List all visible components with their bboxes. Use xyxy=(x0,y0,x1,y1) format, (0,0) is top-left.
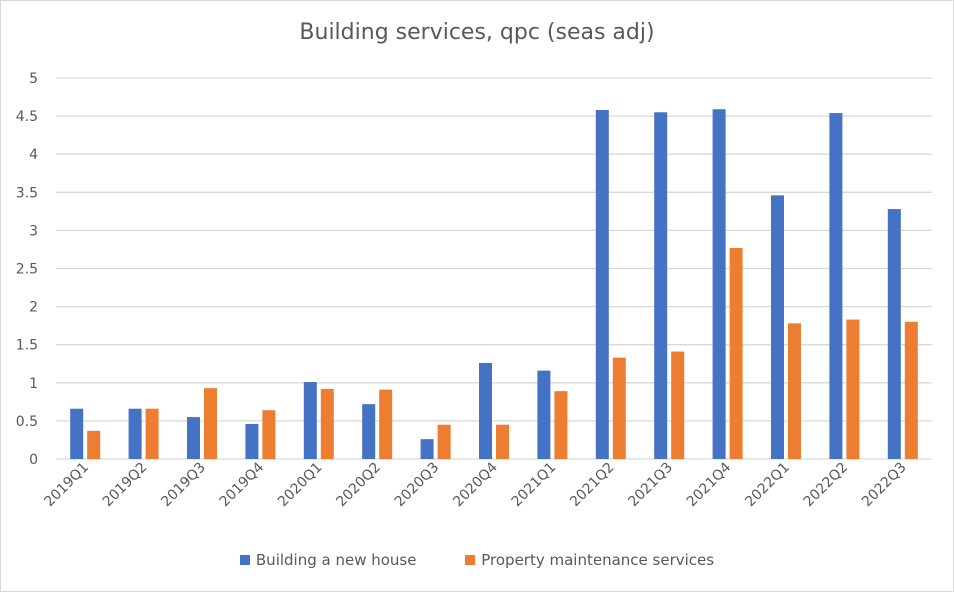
legend-label: Building a new house xyxy=(255,551,417,569)
bar-property-maintenance-2019Q2[interactable] xyxy=(145,408,159,459)
x-tick-label: 2019Q1 xyxy=(41,460,92,511)
x-tick-label: 2019Q2 xyxy=(100,460,151,511)
x-tick-label: 2020Q2 xyxy=(333,460,384,511)
bar-building-new-house-2020Q1[interactable] xyxy=(303,382,317,459)
bar-property-maintenance-2021Q2[interactable] xyxy=(612,357,626,459)
y-tick-label: 2.5 xyxy=(16,262,38,278)
bar-building-new-house-2021Q4[interactable] xyxy=(712,109,726,459)
y-tick-label: 3 xyxy=(29,223,38,239)
bar-property-maintenance-2021Q1[interactable] xyxy=(554,391,568,459)
x-tick-label: 2020Q4 xyxy=(450,459,501,510)
bar-property-maintenance-2019Q1[interactable] xyxy=(87,430,101,459)
bar-building-new-house-2019Q3[interactable] xyxy=(187,417,200,459)
bar-property-maintenance-2020Q3[interactable] xyxy=(437,424,451,459)
x-tick-label: 2019Q4 xyxy=(217,459,268,510)
bar-building-new-house-2021Q3[interactable] xyxy=(654,112,668,459)
x-tick-label: 2020Q3 xyxy=(392,460,443,511)
y-tick-label: 5 xyxy=(29,71,38,87)
bar-property-maintenance-2022Q1[interactable] xyxy=(788,323,801,459)
y-tick-label: 0.5 xyxy=(16,414,38,430)
bar-property-maintenance-2022Q3[interactable] xyxy=(904,321,918,459)
x-tick-label: 2022Q3 xyxy=(859,460,910,511)
y-tick-label: 3.5 xyxy=(16,185,38,201)
legend-item-building-new-house[interactable]: Building a new house xyxy=(239,551,417,569)
bar-building-new-house-2020Q2[interactable] xyxy=(362,404,376,459)
bar-property-maintenance-2021Q4[interactable] xyxy=(729,247,743,459)
bar-property-maintenance-2021Q3[interactable] xyxy=(671,351,685,459)
x-tick-label: 2022Q2 xyxy=(801,460,852,511)
y-tick-label: 2 xyxy=(29,300,38,316)
bar-property-maintenance-2022Q2[interactable] xyxy=(846,319,860,459)
legend-label: Property maintenance services xyxy=(481,551,715,569)
y-tick-label: 0 xyxy=(29,452,38,468)
bar-building-new-house-2019Q1[interactable] xyxy=(70,408,84,459)
gridlines xyxy=(56,77,932,460)
x-tick-label: 2019Q3 xyxy=(158,460,209,511)
bar-property-maintenance-2020Q2[interactable] xyxy=(379,389,393,459)
bar-building-new-house-2020Q3[interactable] xyxy=(420,439,434,459)
legend: Building a new house Property maintenanc… xyxy=(0,551,954,569)
bar-building-new-house-2021Q1[interactable] xyxy=(537,370,551,459)
y-tick-label: 4 xyxy=(29,147,38,163)
legend-swatch-blue xyxy=(239,555,250,565)
x-tick-label: 2020Q1 xyxy=(275,460,326,511)
legend-item-property-maintenance[interactable]: Property maintenance services xyxy=(465,551,714,569)
x-tick-label: 2021Q2 xyxy=(567,460,618,511)
x-axis-ticks: 2019Q1 2019Q2 2019Q3 2019Q4 2020Q1 2020Q2 2020… xyxy=(41,459,909,510)
chart-title: Building services, qpc (seas adj) xyxy=(299,20,655,45)
bar-property-maintenance-2019Q4[interactable] xyxy=(262,410,276,459)
x-tick-label: 2022Q1 xyxy=(742,460,793,511)
y-axis-ticks: 0 0.5 1 1.5 2 2.5 3 3.5 4 4.5 5 xyxy=(16,71,38,468)
y-tick-label: 4.5 xyxy=(16,109,38,125)
bar-property-maintenance-2020Q4[interactable] xyxy=(496,424,509,459)
bar-property-maintenance-2020Q1[interactable] xyxy=(320,388,334,459)
y-tick-label: 1.5 xyxy=(16,338,38,354)
bar-building-new-house-2022Q2[interactable] xyxy=(829,113,843,459)
x-tick-label: 2021Q1 xyxy=(509,460,560,511)
bar-building-new-house-2019Q4[interactable] xyxy=(245,423,259,459)
bar-building-new-house-2022Q1[interactable] xyxy=(771,195,784,459)
bar-property-maintenance-2019Q3[interactable] xyxy=(204,388,217,459)
bar-building-new-house-2022Q3[interactable] xyxy=(887,209,901,459)
bar-building-new-house-2020Q4[interactable] xyxy=(479,362,492,459)
x-tick-label: 2021Q4 xyxy=(684,459,735,510)
bar-building-new-house-2019Q2[interactable] xyxy=(128,408,142,459)
y-tick-label: 1 xyxy=(29,376,38,392)
bars xyxy=(70,109,918,459)
x-tick-label: 2021Q3 xyxy=(625,460,676,511)
legend-swatch-orange xyxy=(465,555,476,565)
bar-building-new-house-2021Q2[interactable] xyxy=(595,110,609,459)
